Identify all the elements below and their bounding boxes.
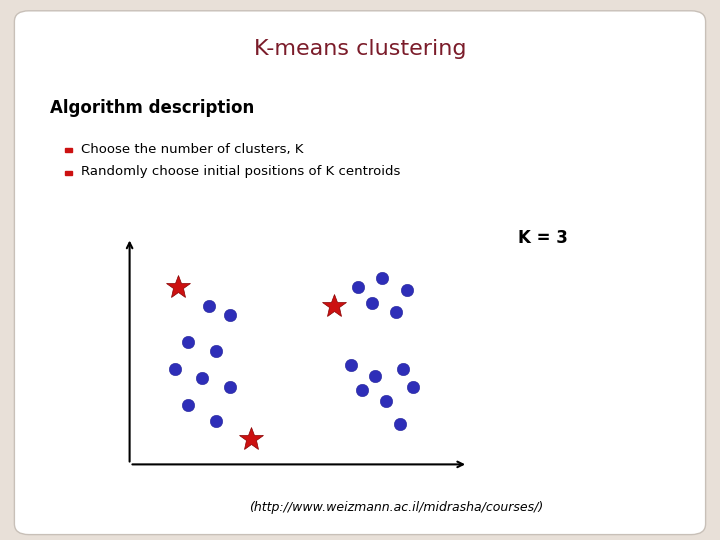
Text: K = 3: K = 3 [518, 228, 568, 247]
Text: K-means clustering: K-means clustering [253, 38, 467, 59]
FancyBboxPatch shape [14, 11, 706, 535]
Text: Randomly choose initial positions of K centroids: Randomly choose initial positions of K c… [81, 165, 400, 178]
Text: Algorithm description: Algorithm description [50, 99, 255, 117]
Text: (http://www.weizmann.ac.il/midrasha/courses/): (http://www.weizmann.ac.il/midrasha/cour… [249, 501, 543, 514]
Text: Choose the number of clusters, K: Choose the number of clusters, K [81, 143, 303, 156]
Bar [65, 148, 72, 152]
Bar [65, 171, 72, 175]
